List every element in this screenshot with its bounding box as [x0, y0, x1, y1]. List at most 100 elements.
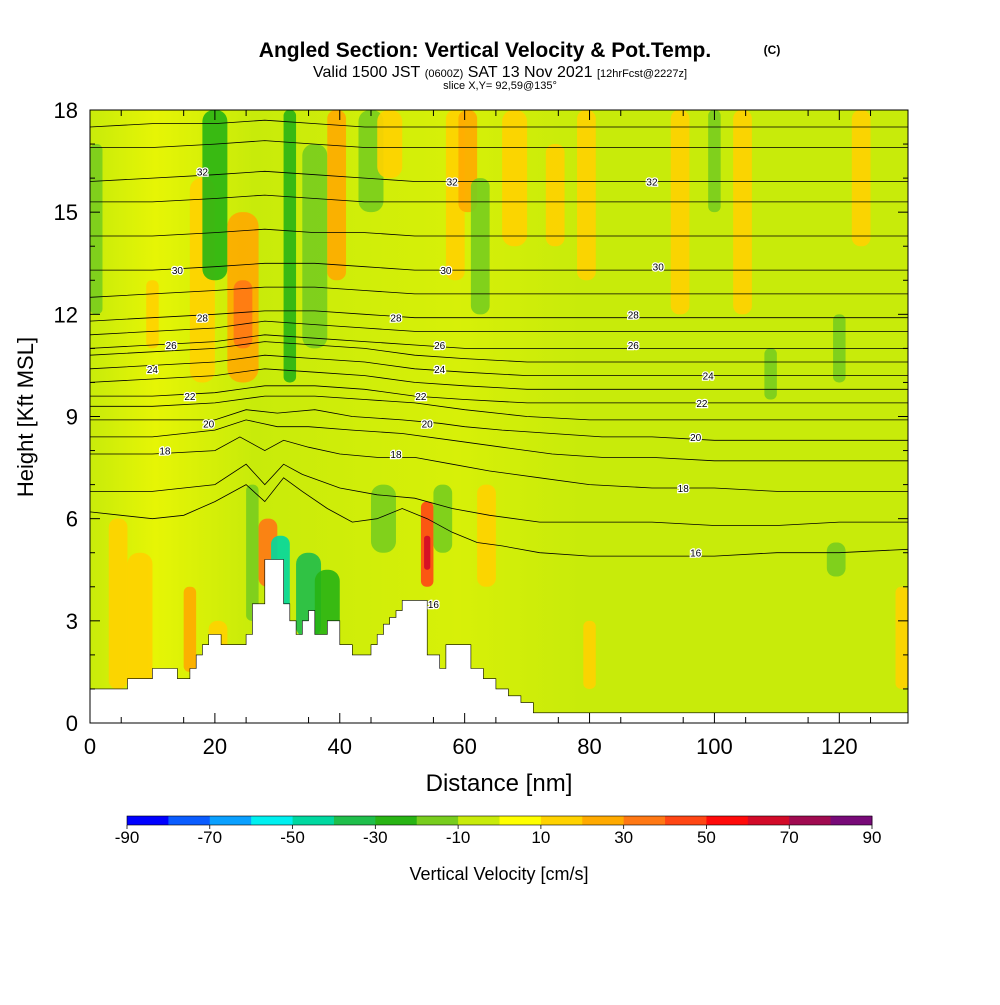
colorbar-segment-14: [706, 816, 749, 825]
colorbar-segment-12: [623, 816, 666, 825]
velocity-cell-19: [370, 484, 396, 553]
y-tick-label-5: 15: [54, 200, 78, 225]
theta-contour-label-2-2: 18: [678, 484, 690, 495]
velocity-cell-35: [764, 348, 777, 400]
x-axis-ticks: 0 20 40 60 80 100 120: [84, 110, 872, 759]
colorbar-segment-6: [375, 816, 418, 825]
colorbar: [126, 815, 873, 826]
velocity-cell-34: [733, 110, 752, 315]
x-tick-label-0: 0: [84, 734, 96, 759]
theta-contour-label-6-1: 22: [415, 392, 427, 403]
colorbar-segment-13: [665, 816, 707, 825]
colorbar-tick-label-7: 50: [697, 828, 716, 847]
theta-contour-16: [90, 194, 908, 203]
theta-contour-19: [90, 119, 908, 128]
y-axis-ticks: 0 3 6 9 12 15 18: [54, 98, 908, 736]
velocity-cell-32: [670, 110, 690, 315]
x-axis-label: Distance [nm]: [426, 770, 573, 797]
velocity-cell-28: [502, 110, 528, 247]
velocity-cell-9: [233, 280, 253, 349]
colorbar-segment-10: [540, 816, 583, 825]
velocity-cell-39: [895, 586, 908, 689]
colorbar-segment-7: [416, 816, 459, 825]
theta-contour-label-6-0: 22: [184, 392, 196, 403]
velocity-cell-31: [583, 620, 596, 689]
theta-contour-2: [90, 436, 908, 492]
velocity-cell-10: [246, 484, 259, 621]
theta-contours: [90, 119, 908, 557]
chart-title-unit: (C): [764, 43, 781, 57]
theta-contour-14: [90, 262, 908, 271]
theta-contour-17: [90, 170, 908, 182]
subtitle-valid: Valid 1500 JST: [313, 64, 421, 81]
y-tick-label-1: 3: [66, 609, 78, 634]
x-tick-label-4: 80: [577, 734, 601, 759]
x-tick-label-5: 100: [696, 734, 733, 759]
theta-contour-0: [90, 477, 908, 557]
colorbar-segment-15: [747, 816, 790, 825]
slice-label: slice X,Y= 92,59@135°: [443, 80, 557, 92]
velocity-cell-3: [146, 280, 159, 349]
y-tick-label-6: 18: [54, 98, 78, 123]
colorbar-tick-label-2: -50: [280, 828, 305, 847]
velocity-cell-26: [470, 178, 490, 315]
subtitle-date: SAT 13 Nov 2021: [468, 64, 593, 81]
colorbar-tick-label-6: 30: [614, 828, 633, 847]
theta-contour-11: [90, 320, 908, 336]
theta-contour-1: [90, 463, 908, 526]
colorbar-tick-label-9: 90: [863, 828, 882, 847]
theta-contour-label-4-2: 20: [690, 433, 702, 444]
colorbar-segment-11: [582, 816, 625, 825]
theta-contour-label-17-2: 32: [646, 178, 658, 189]
velocity-cell-1: [108, 518, 128, 689]
velocity-cell-0: [90, 144, 103, 315]
theta-contour-label-4-1: 20: [422, 419, 434, 430]
velocity-cell-15: [302, 144, 328, 349]
theta-contour-label-4-0: 20: [203, 419, 215, 430]
theta-contour-label-2-0: 18: [159, 447, 171, 458]
plot-area: 16 16 18 18 18 20 20 20 22 22 22 24 24 24 26 26 26 28 28 28…: [90, 110, 908, 723]
theta-contour-6: [90, 385, 908, 404]
velocity-cell-4: [183, 586, 197, 672]
y-tick-label-2: 6: [66, 507, 78, 532]
theta-contour-3: [90, 419, 908, 462]
velocity-cell-33: [708, 110, 721, 213]
velocity-cell-38: [851, 110, 871, 247]
colorbar-ticks: -90 -70 -50 -30 -10 10 30 50 70 90: [115, 825, 882, 847]
theta-contour-12: [90, 310, 908, 322]
colorbar-segment-3: [251, 816, 294, 825]
theta-contour-label-0-1: 16: [690, 549, 702, 560]
colorbar-tick-label-8: 70: [780, 828, 799, 847]
theta-contour-label-12-0: 28: [197, 314, 209, 325]
velocity-cell-30: [577, 110, 596, 281]
velocity-cell-13: [283, 110, 297, 383]
velocity-cell-36: [826, 542, 846, 577]
theta-contour-label-14-0: 30: [172, 266, 184, 277]
colorbar-segment-0: [127, 816, 169, 825]
velocity-cell-23: [433, 484, 453, 553]
colorbar-tick-label-1: -70: [197, 828, 222, 847]
x-tick-label-2: 40: [328, 734, 352, 759]
theta-contour-4: [90, 409, 908, 441]
subtitle-utc: (0600Z): [425, 68, 464, 80]
y-tick-label-0: 0: [66, 711, 78, 736]
terrain-mask: [90, 559, 908, 723]
subtitle-forecast: [12hrFcst@2227z]: [597, 68, 687, 80]
x-tick-label-6: 120: [821, 734, 858, 759]
theta-contour-9: [90, 341, 908, 363]
colorbar-frame: [126, 815, 873, 826]
theta-contour-15: [90, 228, 908, 237]
y-axis-label: Height [Kft MSL]: [13, 337, 38, 497]
theta-contour-label-10-1: 26: [434, 341, 446, 352]
theta-contour-labels: 16 16 18 18 18 20 20 20 22 22 22 24 24 24 26 26 26 28 28 28…: [146, 166, 716, 612]
x-tick-label-1: 20: [203, 734, 227, 759]
colorbar-tick-label-3: -30: [363, 828, 388, 847]
velocity-cell-22: [424, 535, 431, 570]
colorbar-segment-16: [789, 816, 832, 825]
theta-contour-label-14-1: 30: [440, 266, 452, 277]
velocity-cell-2: [127, 552, 153, 689]
theta-contour-18: [90, 140, 908, 148]
theta-contour-label-8-2: 24: [703, 372, 715, 383]
theta-contour-label-10-2: 26: [628, 341, 640, 352]
